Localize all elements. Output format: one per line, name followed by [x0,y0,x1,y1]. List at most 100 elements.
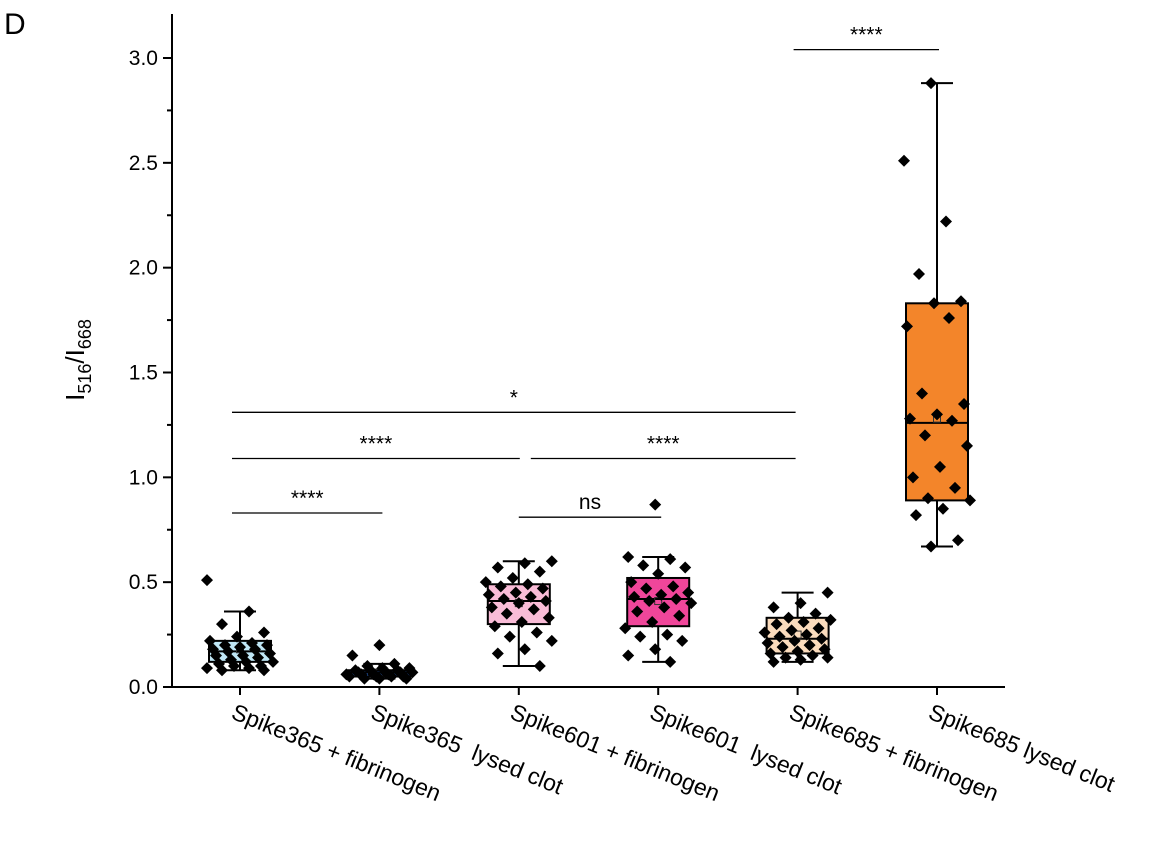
y-axis-label-base2: I [60,349,90,356]
data-point [919,429,931,442]
data-point [821,651,834,664]
data-point [631,605,644,618]
data-point [815,632,828,645]
data-point [373,672,386,685]
data-point [625,576,638,589]
data-point [646,616,659,629]
data-point [485,601,498,614]
data-point [503,630,516,643]
y-axis-label-sep: / [60,356,90,364]
data-point [201,574,213,587]
data-point [767,655,780,668]
data-point [676,634,689,647]
data-point [809,607,822,620]
significance-label: ns [579,491,601,514]
y-tick-label: 2.0 [129,257,158,280]
data-point [637,559,650,572]
data-point [773,630,786,643]
data-point [243,662,255,675]
y-tick-label: 2.5 [129,152,158,175]
data-point [406,666,419,679]
data-point [619,622,632,635]
data-point [955,295,967,308]
data-point [530,626,543,639]
data-point [934,460,946,473]
y-axis-label-base1: I [60,394,90,401]
data-point [634,630,647,643]
y-tick-label: 0.0 [129,676,158,699]
data-point [658,601,671,614]
data-point [652,567,665,580]
data-point [904,412,916,425]
data-point [782,611,795,624]
data-point [258,664,270,677]
data-point [521,578,534,591]
y-tick-label: 1.0 [129,466,158,489]
data-point [494,580,507,593]
data-point [797,616,810,629]
data-point [916,387,928,400]
data-point [776,641,789,654]
data-point [640,582,653,595]
data-point [536,582,549,595]
data-point [628,590,641,603]
data-point [661,628,674,641]
data-point [679,561,692,574]
data-point [767,601,780,614]
significance-layer: **** ns**** ********* [232,24,939,518]
data-point [358,672,371,685]
data-point [373,639,386,652]
data-point [928,297,940,310]
data-point [785,624,798,637]
data-point [670,592,683,605]
data-point [527,603,540,616]
data-point [231,630,243,643]
significance-label: **** [647,432,680,455]
data-point [925,77,937,90]
box-iqr [905,302,969,502]
data-point [649,498,662,511]
data-point [901,320,913,333]
data-point [497,592,510,605]
data-point [216,664,228,677]
data-point [794,597,807,610]
data-point [824,613,837,626]
data-point [243,605,255,618]
data-point [267,655,279,668]
data-point [961,439,973,452]
data-point [524,590,537,603]
significance-label: **** [360,432,393,455]
data-point [779,651,792,664]
y-axis-label: I516/I668 [60,319,95,401]
data-point [821,586,834,599]
data-point [952,534,964,547]
data-point [803,639,816,652]
significance-label: * [510,386,518,409]
data-point [500,607,513,620]
data-point [937,502,949,515]
data-point [664,553,677,566]
data-point [488,620,501,633]
data-point [512,597,525,610]
y-tick-label: 3.0 [129,47,158,70]
data-point [479,576,492,589]
data-point [682,586,695,599]
data-point [228,660,240,673]
data-point [664,655,677,668]
y-tick-label: 0.5 [129,571,158,594]
data-point [518,643,531,656]
data-point [770,618,783,631]
axes: 0.0 0.5 1.0 1.5 2.0 2.5 3.0 [129,14,1005,699]
data-point [400,672,413,685]
y-axis-label-sub1: 516 [75,364,95,394]
data-point [685,597,698,610]
data-point [216,618,228,631]
data-point [913,267,925,280]
data-point [542,611,555,624]
data-point [964,494,976,507]
data-point [806,649,819,662]
data-point [922,492,934,505]
data-point [649,643,662,656]
